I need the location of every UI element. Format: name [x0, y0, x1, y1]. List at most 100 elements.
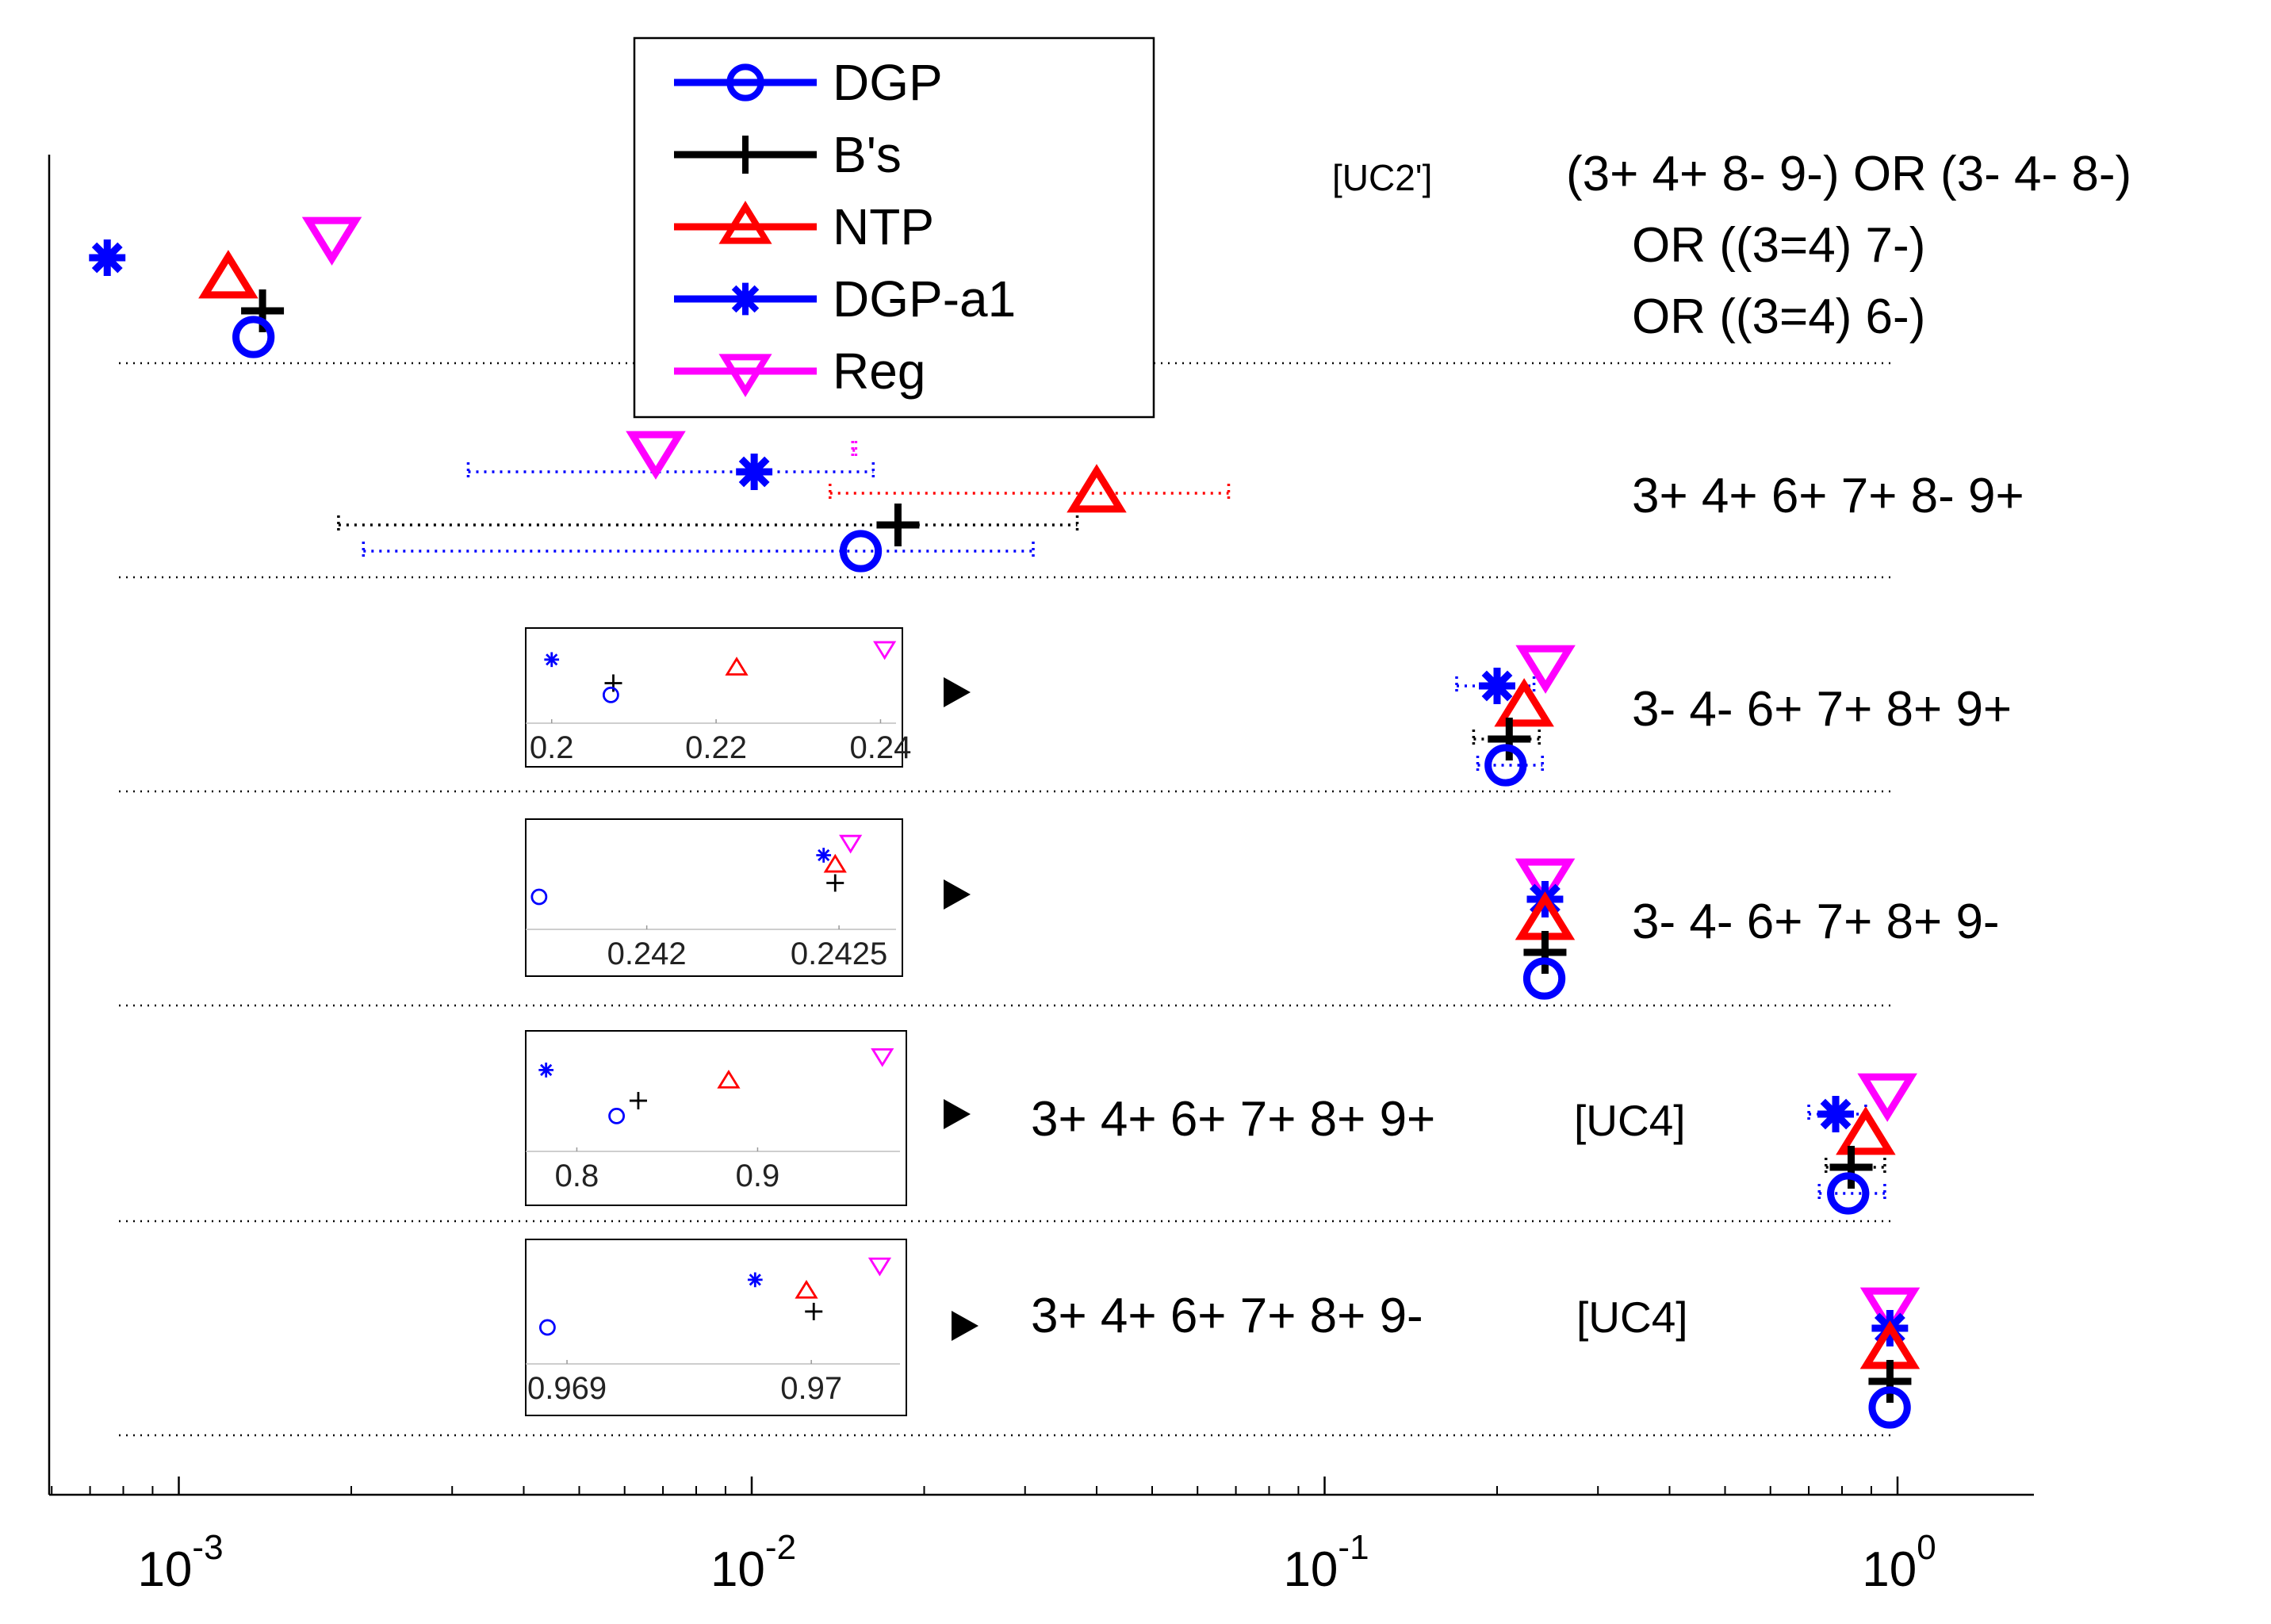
inset-pointer-arrow	[944, 1099, 971, 1129]
marker-dgp-row3	[1522, 957, 1566, 1000]
legend-entry-dgp: DGP	[674, 54, 943, 111]
inset-pointer-arrow	[952, 1311, 978, 1341]
row-label: 3- 4- 6+ 7+ 8+ 9+	[1632, 682, 2012, 737]
data-markers	[89, 216, 1921, 1429]
row-label: 3+ 4+ 6+ 7+ 8- 9+	[1632, 469, 2024, 523]
inset-tick-label: 0.2	[530, 730, 574, 765]
row-labels: [UC2'] (3+ 4+ 8- 9-) OR (3- 4- 8-) OR ((3=…	[1031, 147, 2131, 1343]
inset-marker-dgpa1	[747, 1272, 763, 1288]
x-tick-label: 10-3	[137, 1528, 223, 1597]
inset-marker-ntp	[717, 1069, 741, 1089]
marker-ntp-row2	[1494, 678, 1554, 727]
error-bar-dgpa1	[466, 462, 875, 481]
inset-marker-dgpa1	[544, 652, 560, 668]
row-label: [UC4]	[1576, 1293, 1688, 1342]
inset-row3: 0.242 0.2425	[525, 818, 903, 977]
inset-marker-bs	[805, 1302, 823, 1320]
legend-marker-dgpa1	[729, 282, 762, 316]
legend-label: DGP	[833, 54, 943, 111]
legend-marker-bs	[726, 136, 764, 174]
inset-marker-reg	[873, 641, 897, 661]
marker-bs-row3	[1523, 931, 1567, 974]
marker-bs-row1	[876, 504, 920, 546]
inset-tick-label: 0.24	[850, 730, 912, 765]
legend-entry-bs: B's	[674, 126, 902, 183]
inset-row2: 0.2 0.22 0.24	[525, 627, 912, 768]
x-tick-label: 10-2	[710, 1528, 796, 1597]
legend-label: B's	[833, 126, 902, 183]
x-tick-label: 10-1	[1283, 1528, 1369, 1597]
inset-tick-label: 0.8	[555, 1159, 599, 1193]
inset-marker-reg	[867, 1257, 892, 1277]
inset-marker-ntp	[823, 853, 847, 873]
inset-marker-ntp	[795, 1279, 818, 1299]
marker-dgpa1-row0	[89, 239, 126, 276]
inset-marker-dgp	[538, 1319, 556, 1336]
inset-marker-dgp	[602, 686, 619, 703]
inset-marker-dgp	[530, 888, 548, 906]
row-label: 3+ 4+ 6+ 7+ 8+ 9+	[1031, 1092, 1435, 1147]
inset-tick-label: 0.969	[527, 1371, 607, 1406]
marker-reg-row0	[301, 216, 362, 266]
legend-entry-dgpa1: DGP-a1	[674, 270, 1016, 327]
row-label: (3+ 4+ 8- 9-) OR (3- 4- 8-)	[1566, 147, 2131, 201]
inset-marker-reg	[871, 1048, 894, 1067]
inset-marker-dgp	[608, 1107, 626, 1124]
row-label: [UC4]	[1574, 1096, 1686, 1145]
inset-row5: 0.969 0.97	[525, 1239, 907, 1416]
inset-tick-label: 0.242	[607, 936, 687, 971]
inset-marker-ntp	[725, 657, 749, 676]
marker-ntp-row0	[198, 250, 259, 299]
x-major-ticks: 10-3 10-2 10-1 100	[137, 1477, 1936, 1597]
row-label: OR ((3=4) 6-)	[1632, 289, 1925, 344]
marker-dgpa1-row2	[1479, 668, 1515, 704]
inset-panels: 0.2 0.22 0.24 0.242 0.2425 0.8 0.9 0.969 0.97	[525, 627, 912, 1416]
marker-dgp-row5	[1868, 1386, 1911, 1429]
legend-marker-reg	[718, 354, 772, 397]
legend-label: DGP-a1	[833, 270, 1016, 327]
x-minor-ticks	[51, 1486, 1872, 1495]
marker-reg-row4	[1857, 1073, 1917, 1122]
legend-marker-ntp	[718, 201, 772, 244]
x-tick-label: 100	[1862, 1528, 1936, 1597]
error-bar-dgp	[1476, 756, 1544, 775]
inset-frame	[525, 1239, 907, 1416]
inset-frame	[525, 1030, 907, 1206]
row-label: 3+ 4+ 6+ 7+ 8+ 9-	[1031, 1289, 1423, 1343]
inset-tick-label: 0.2425	[791, 936, 887, 971]
marker-reg-row2	[1515, 645, 1576, 694]
legend-label: Reg	[833, 343, 925, 400]
error-bar-bs	[337, 515, 1079, 534]
row-label: 3- 4- 6+ 7+ 8+ 9-	[1632, 894, 2000, 949]
inset-marker-reg	[839, 834, 863, 854]
marker-bs-row5	[1868, 1360, 1912, 1403]
marker-dgp-row2	[1484, 744, 1527, 787]
marker-reg-row3	[1515, 858, 1576, 907]
error-bar-dgp	[362, 542, 1035, 561]
marker-dgp-row4	[1827, 1172, 1870, 1215]
marker-dgpa1-row1	[736, 454, 773, 490]
inset-pointer-arrow	[944, 879, 971, 910]
row-label: OR ((3=4) 7-)	[1632, 218, 1925, 273]
marker-ntp-row1	[1067, 464, 1127, 513]
inset-tick-label: 0.22	[685, 730, 747, 765]
inset-pointer-arrow	[944, 677, 971, 707]
inset-row4: 0.8 0.9	[525, 1030, 907, 1206]
legend-entry-reg: Reg	[674, 343, 925, 400]
error-bar-dgp	[1817, 1184, 1886, 1203]
marker-dgpa1-row4	[1817, 1096, 1854, 1132]
legend: DGP B's NTP DGP-a1 Reg	[633, 36, 1155, 419]
error-bar-ntp	[829, 484, 1231, 503]
marker-dgp-row1	[839, 530, 883, 573]
marker-dgp-row0	[232, 316, 275, 358]
inset-tick-label: 0.9	[736, 1159, 780, 1193]
inset-pointers	[944, 677, 978, 1341]
marker-ntp-row4	[1836, 1106, 1896, 1155]
inset-frame	[525, 627, 903, 768]
row-label: [UC2']	[1332, 157, 1432, 198]
legend-entry-ntp: NTP	[674, 198, 934, 255]
inset-marker-bs	[826, 874, 844, 892]
error-bar-reg	[851, 441, 858, 460]
inset-marker-dgpa1	[538, 1063, 554, 1078]
